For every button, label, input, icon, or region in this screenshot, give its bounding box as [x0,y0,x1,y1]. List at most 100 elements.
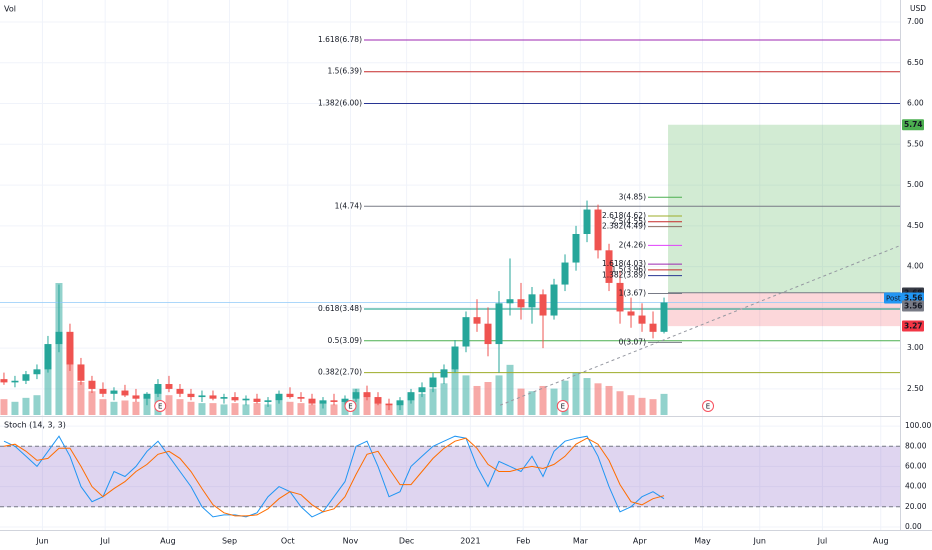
stoch-line [3,435,665,518]
earnings-marker [556,400,569,412]
currency: USD [910,4,926,13]
candle-body [418,387,426,393]
volume-bar [231,403,239,415]
post-tag-label: Post [886,295,901,303]
price-badge [902,300,924,312]
volume-bar [649,399,657,415]
volume-bar [572,372,580,415]
x-tick-label: Jul [99,537,110,546]
candle-body [121,390,129,396]
fib-ext-label: 2.382(4.49) [602,222,646,231]
candle-body [484,323,492,345]
candle-body [341,398,349,402]
fib-ext-label: 1(3.67) [619,289,646,298]
candle-body [33,369,41,375]
volume-bar [660,393,668,415]
x-tick-label: Aug [160,537,176,546]
candle-body [330,400,338,402]
x-tick-label: Nov [343,537,359,546]
volume-bar [275,400,283,415]
volume-bar [66,342,74,415]
fib-ext-label: 0(3.07) [619,337,646,346]
candle-body [209,395,217,399]
volume-bar [506,364,514,415]
y-tick-label: 7.00 [907,17,924,26]
y-tick-label: 80.00 [905,441,927,450]
fib-ext-label: 2.5(4.55) [612,217,647,226]
price-badge-label: 5.74 [904,120,923,129]
candle-body [99,388,107,394]
fib-ext-label: 1.5(3.96) [612,265,647,274]
volume-bar [341,401,349,415]
candle-body [561,262,569,285]
volume-bar [209,403,217,415]
target-zone [668,124,900,293]
candle-body [22,374,30,381]
price-badge-label: 3.56 [904,294,923,303]
y-tick-label: 4.00 [907,262,924,271]
candle-body [429,377,437,388]
candle-body [176,388,184,394]
volume-bar [616,391,624,415]
volume-bar [363,395,371,415]
candle-body [88,380,96,389]
volume-bar [605,385,613,415]
price-badge-label: 3.27 [904,322,923,331]
volume-bar [550,388,558,415]
y-tick-label: 60.00 [905,461,927,470]
fib-label: 1.618(6.78) [318,35,362,44]
candle-body [275,393,283,401]
candle-body [198,395,206,398]
fib-ext-label: 1.382(3.89) [602,271,646,280]
candle-body [143,393,151,399]
candle-body [627,311,635,316]
candle-body [451,346,459,370]
y-tick-label: 0.00 [905,522,922,531]
volume-bar [627,395,635,415]
earnings-label: E [561,403,565,411]
volume-bar [77,382,85,415]
earnings-label: E [706,403,710,411]
y-tick-label: 20.00 [905,502,927,511]
y-tick-label: 40.00 [905,482,927,491]
stoch-band [0,446,900,507]
y-tick-label: 6.50 [907,58,924,67]
candle-body [132,395,140,399]
candle-body [297,397,305,399]
candle-body [462,317,470,347]
x-tick-label: 2021 [460,537,480,546]
candle-body [319,400,327,404]
fib-ext-label: 3(4.85) [619,192,646,201]
volume-bar [308,404,316,415]
volume-bar [121,400,129,415]
volume-bar [220,404,228,415]
x-tick-label: Jul [817,537,828,546]
volume-bar [187,401,195,415]
volume-bar [429,388,437,415]
candle-body [242,398,250,401]
stoch-line [3,437,665,517]
candle-body [517,299,525,308]
volume-bar [462,375,470,415]
candle-body [572,233,580,263]
x-tick-label: Aug [873,537,889,546]
fib-ext-label: 1.618(4.03) [602,259,646,268]
volume-bar [374,401,382,415]
volume-bar [418,393,426,415]
candle-body [440,369,448,378]
fib-label: 1(4.74) [335,201,362,210]
candle-body [187,393,195,398]
x-tick-label: Dec [399,537,414,546]
candle-body [253,398,261,402]
candle-body [77,364,85,381]
fib-label: 0.382(2.70) [318,368,362,377]
x-tick-label: Feb [516,537,530,546]
volume-bar [165,395,173,415]
candle-body [308,398,316,404]
y-tick-label: 5.00 [907,180,924,189]
volume-bar [198,403,206,415]
candle-body [44,344,52,370]
candle-body [473,317,481,324]
candle-body [66,331,74,365]
